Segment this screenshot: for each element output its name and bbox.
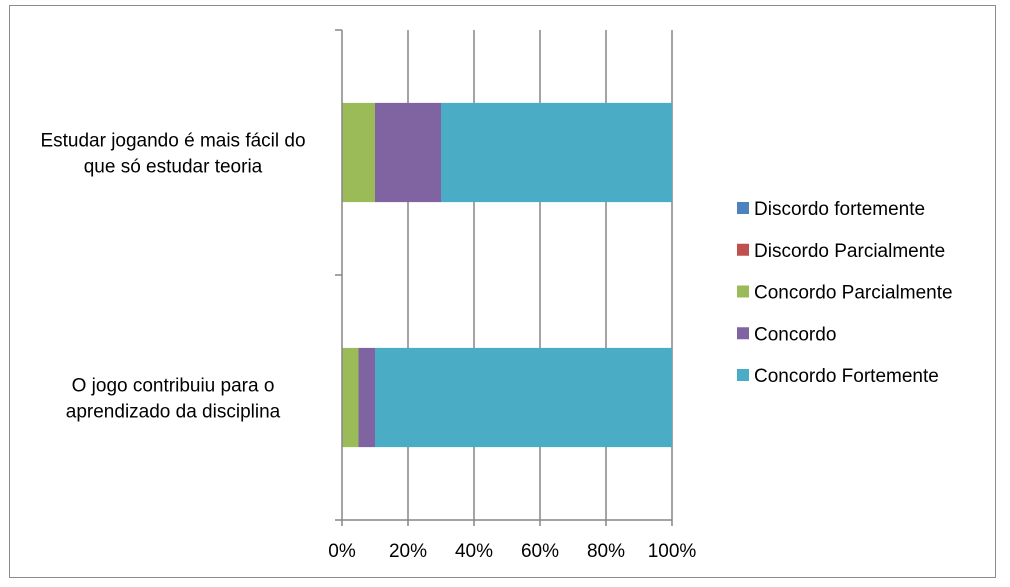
legend-swatch [737, 285, 749, 298]
bar-segment [358, 347, 375, 448]
bar-segment [342, 102, 375, 203]
x-tick-label: 100% [648, 541, 697, 562]
category-labels: Estudar jogando é mais fácil do que só es… [40, 131, 305, 423]
legend-label: Concordo Parcialmente [754, 283, 953, 304]
category-label: O jogo contribuiu para o [72, 376, 275, 397]
x-tick-labels: 0% 20% 40% 60% 80% 100% [328, 541, 696, 562]
category-label: aprendizado da disciplina [66, 402, 281, 423]
legend-label: Concordo [754, 324, 836, 345]
x-tick-label: 40% [455, 541, 493, 562]
legend-label: Discordo Parcialmente [754, 241, 945, 262]
bar-segment [375, 102, 441, 203]
legend-label: Concordo Fortemente [754, 366, 939, 387]
category-label: que só estudar teoria [84, 157, 263, 178]
legend-label: Discordo fortemente [754, 199, 925, 220]
x-tick-label: 60% [521, 541, 559, 562]
bar-segment [375, 347, 672, 448]
bar-segment [441, 102, 672, 203]
legend-swatch [737, 202, 749, 214]
axes [335, 29, 673, 526]
category-label: Estudar jogando é mais fácil do [40, 131, 305, 152]
bars [342, 102, 672, 448]
chart-frame [9, 5, 996, 578]
legend-swatch [737, 369, 749, 381]
legend-swatch [737, 243, 749, 256]
legend-swatch [737, 327, 749, 340]
x-tick-label: 0% [328, 541, 356, 562]
x-tick-label: 80% [587, 541, 625, 562]
bar-segment [342, 347, 359, 448]
legend: Discordo fortemente Discordo Parcialmente… [737, 199, 953, 387]
x-tick-label: 20% [389, 541, 427, 562]
